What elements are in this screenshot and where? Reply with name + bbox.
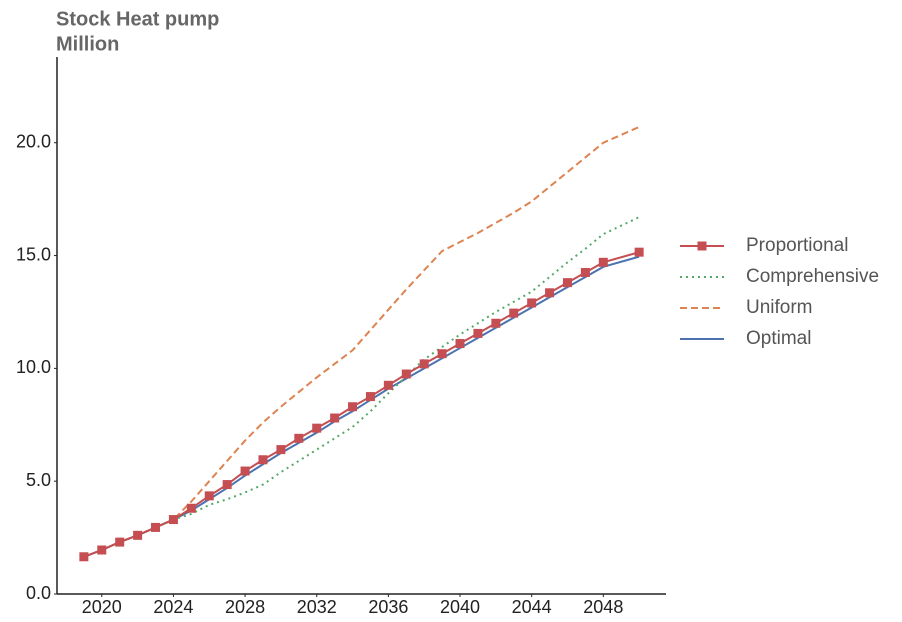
marker <box>401 369 411 379</box>
marker <box>473 328 483 338</box>
x-tick-label: 2028 <box>225 597 265 617</box>
marker <box>634 247 644 257</box>
marker <box>562 278 572 288</box>
legend-label: Uniform <box>746 297 813 318</box>
marker <box>437 349 447 359</box>
x-tick-label: 2032 <box>297 597 337 617</box>
marker <box>97 545 107 555</box>
y-tick-label: 10.0 <box>16 357 51 377</box>
marker <box>455 339 465 349</box>
y-tick-label: 15.0 <box>16 244 51 264</box>
marker <box>383 380 393 390</box>
marker <box>527 298 537 308</box>
legend-label: Optimal <box>746 328 811 349</box>
marker <box>151 522 161 532</box>
marker <box>330 413 340 423</box>
marker <box>204 491 214 501</box>
marker <box>258 455 268 465</box>
marker <box>133 530 143 540</box>
y-tick-label: 20.0 <box>16 131 51 151</box>
marker <box>598 257 608 267</box>
series-line <box>83 126 640 558</box>
legend-marker <box>697 241 707 251</box>
marker <box>365 392 375 402</box>
marker <box>186 503 196 513</box>
marker <box>115 537 125 547</box>
x-tick-label: 2020 <box>82 597 122 617</box>
x-tick-label: 2036 <box>368 597 408 617</box>
series-line <box>83 255 640 558</box>
marker <box>168 515 178 525</box>
legend-label: Comprehensive <box>746 266 879 287</box>
x-tick-label: 2048 <box>583 597 623 617</box>
x-tick-label: 2044 <box>512 597 552 617</box>
marker <box>294 433 304 443</box>
marker <box>79 552 89 562</box>
x-tick-label: 2024 <box>153 597 193 617</box>
y-axis-label: Million <box>56 33 119 55</box>
marker <box>509 308 519 318</box>
y-tick-label: 5.0 <box>26 470 51 490</box>
series-line <box>83 216 640 558</box>
marker <box>491 318 501 328</box>
marker <box>240 466 250 476</box>
marker <box>222 480 232 490</box>
x-tick-label: 2040 <box>440 597 480 617</box>
marker <box>312 423 322 433</box>
marker <box>276 445 286 455</box>
legend-label: Proportional <box>746 235 848 256</box>
marker <box>348 402 358 412</box>
y-tick-label: 0.0 <box>26 583 51 603</box>
marker <box>580 267 590 277</box>
marker <box>545 288 555 298</box>
marker <box>419 359 429 369</box>
chart-title: Stock Heat pump <box>56 8 219 30</box>
